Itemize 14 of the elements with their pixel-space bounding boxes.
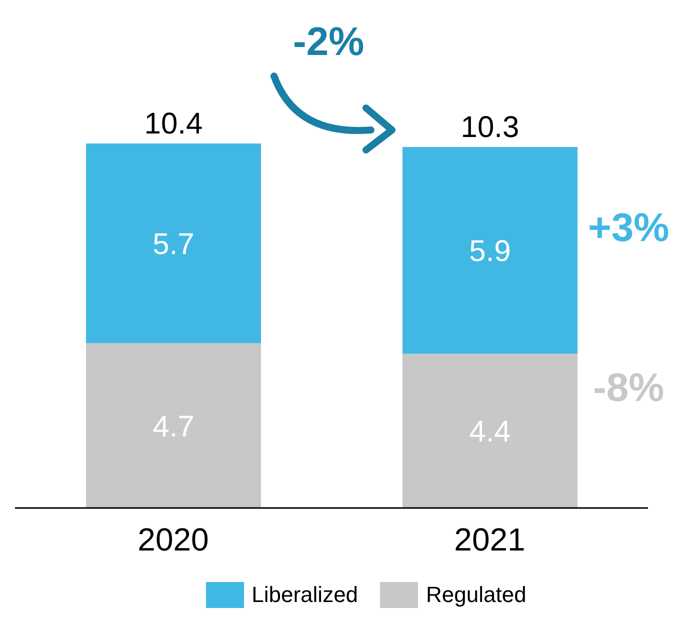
total-label: 10.4 — [144, 108, 203, 141]
total-label: 10.3 — [460, 111, 520, 144]
annotation: +3% — [588, 206, 670, 251]
bar — [86, 144, 261, 344]
data-label: 5.7 — [152, 228, 194, 262]
bar — [86, 343, 261, 508]
bar — [402, 354, 578, 508]
data-label: 5.9 — [469, 235, 511, 268]
x-tick-label: 2020 — [138, 522, 209, 558]
legend-label: Regulated — [426, 582, 526, 608]
bar — [402, 147, 578, 354]
x-tick-label: 2021 — [454, 522, 526, 558]
text: -2% — [293, 20, 364, 65]
legend-label: Liberalized — [252, 582, 358, 608]
